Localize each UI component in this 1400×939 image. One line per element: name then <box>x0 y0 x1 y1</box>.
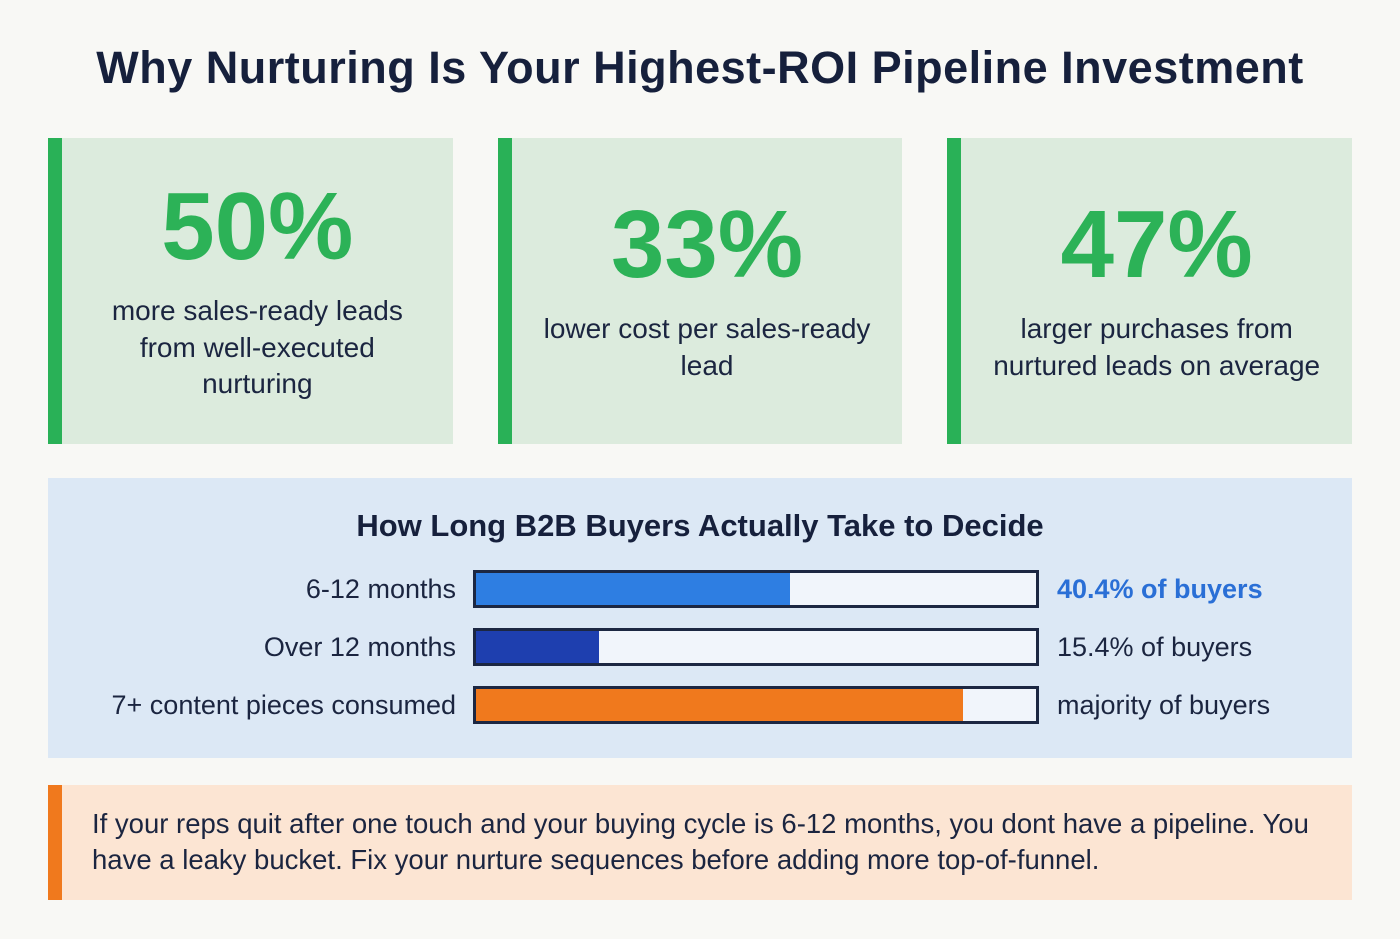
bar-label: 6-12 months <box>305 573 456 604</box>
stat-label: larger purchases from nurtured leads on … <box>993 313 1321 381</box>
bar-row-over-12-months: Over 12 months 15.4% of buyers <box>48 628 1352 666</box>
stat-card-sales-ready-leads: 50% more sales-ready leads from well-exe… <box>48 138 453 444</box>
bar-track <box>473 686 1039 724</box>
chart-title: How Long B2B Buyers Actually Take to Dec… <box>356 508 1044 543</box>
buying-cycle-chart-section: How Long B2B Buyers Actually Take to Dec… <box>48 478 1352 758</box>
page-title: Why Nurturing Is Your Highest-ROI Pipeli… <box>96 42 1304 93</box>
bar-fill <box>476 631 600 663</box>
bar-value: majority of buyers <box>1057 689 1271 720</box>
bar-fill <box>476 573 790 605</box>
stat-value: 33% <box>610 191 804 299</box>
bar-label: 7+ content pieces consumed <box>111 689 456 720</box>
bar-value: 15.4% of buyers <box>1057 631 1253 662</box>
stat-card-larger-purchases: 47% larger purchases from nurtured leads… <box>947 138 1353 444</box>
bar-row-content-pieces: 7+ content pieces consumed majority of b… <box>48 686 1352 724</box>
stat-value: 50% <box>161 172 354 280</box>
bar-row-6-12-months: 6-12 months 40.4% of buyers <box>48 570 1352 608</box>
bar-track <box>473 570 1039 608</box>
stat-card-lower-cost: 33% lower cost per sales-ready lead <box>497 138 903 444</box>
stat-label: lower cost per sales-ready lead <box>543 313 871 381</box>
stat-value: 47% <box>1060 191 1253 299</box>
bar-fill <box>476 689 964 721</box>
bar-value: 40.4% of buyers <box>1057 573 1263 604</box>
warning-callout: If your reps quit after one touch and yo… <box>48 785 1352 900</box>
callout-text: If your reps quit after one touch and yo… <box>92 808 1309 876</box>
stats-row: 50% more sales-ready leads from well-exe… <box>48 138 1353 444</box>
bar-track <box>473 628 1039 666</box>
bar-label: Over 12 months <box>263 631 456 662</box>
stat-label: more sales-ready leads from well-execute… <box>111 294 403 400</box>
